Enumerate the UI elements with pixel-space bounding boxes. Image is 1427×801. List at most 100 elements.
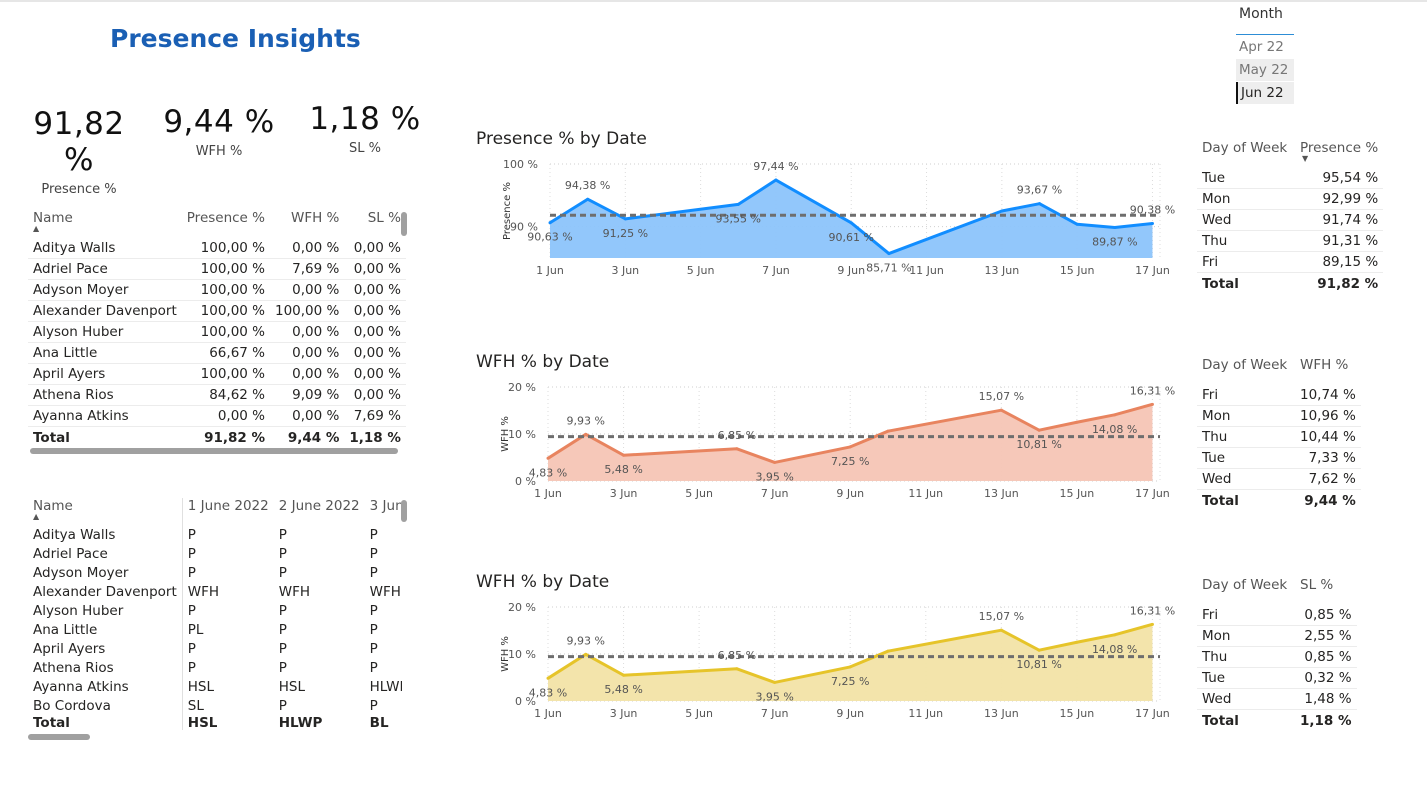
data-label: 4,83 % xyxy=(529,466,567,479)
column-header-wfh[interactable]: WFH % xyxy=(1300,357,1349,373)
table-row[interactable]: Alyson Huber P P P xyxy=(28,602,402,621)
table-row[interactable]: Ana Little PL P P xyxy=(28,621,402,640)
table-row[interactable]: Wed 1,48 % xyxy=(1197,688,1357,710)
table-row[interactable]: Thu 10,44 % xyxy=(1197,426,1361,448)
data-label: 14,08 % xyxy=(1092,643,1137,656)
data-point xyxy=(1075,640,1079,644)
presence-area-chart[interactable]: 90 % 100 % 1 Jun 3 Jun 5 Jun 7 Jun 9 Jun 11 Jun… xyxy=(470,150,1180,285)
column-header-day[interactable]: Day of Week xyxy=(1202,577,1288,593)
data-label: 94,38 % xyxy=(565,179,610,192)
column-header-sl[interactable]: SL % xyxy=(367,210,401,226)
data-label: 6,85 % xyxy=(718,649,756,662)
data-point xyxy=(1113,413,1117,417)
row-label-cell: Tue xyxy=(1197,667,1295,689)
row-value-cell: 10,44 % xyxy=(1295,426,1361,448)
table-row[interactable]: Ayanna Atkins HSL HSL HLWI xyxy=(28,678,402,697)
table-row[interactable]: April Ayers 100,00 % 0,00 % 0,00 % xyxy=(28,363,406,385)
row-value-cell: 7,33 % xyxy=(1295,447,1361,469)
table-row[interactable]: Alexander Davenport WFH WFH WFH xyxy=(28,583,402,602)
month-option-jun[interactable]: Jun 22 xyxy=(1236,82,1294,104)
table-row[interactable]: Mon 2,55 % xyxy=(1197,625,1357,647)
x-tick-label: 9 Jun xyxy=(837,264,865,277)
table-row[interactable]: Adyson Moyer 100,00 % 0,00 % 0,00 % xyxy=(28,279,406,301)
data-point xyxy=(1150,622,1154,626)
table-row[interactable]: Ayanna Atkins 0,00 % 0,00 % 7,69 % xyxy=(28,405,406,427)
data-point xyxy=(736,202,740,206)
table-row[interactable]: Fri 89,15 % xyxy=(1197,251,1384,273)
x-tick-label: 15 Jun xyxy=(1060,487,1095,500)
table-row[interactable]: Adyson Moyer P P P xyxy=(28,564,402,583)
table-row[interactable]: Fri 10,74 % xyxy=(1197,385,1361,406)
column-header-presence[interactable]: Presence % ▼ xyxy=(1300,140,1379,163)
table-row[interactable]: Mon 92,99 % xyxy=(1197,188,1384,210)
data-point xyxy=(1037,648,1041,652)
table-row[interactable]: Tue 0,32 % xyxy=(1197,667,1357,689)
table-row[interactable]: Ana Little 66,67 % 0,00 % 0,00 % xyxy=(28,342,406,364)
table-row[interactable]: Alexander Davenport 100,00 % 100,00 % 0,00 … xyxy=(28,300,406,322)
table-row[interactable]: Tue 7,33 % xyxy=(1197,447,1361,469)
data-label: 3,95 % xyxy=(755,470,793,483)
table-row[interactable]: Aditya Walls 100,00 % 0,00 % 0,00 % xyxy=(28,238,406,259)
table-row[interactable]: Alyson Huber 100,00 % 0,00 % 0,00 % xyxy=(28,321,406,343)
data-label: 90,61 % xyxy=(829,231,874,244)
table-row[interactable]: Aditya Walls P P P xyxy=(28,526,402,545)
column-header-day[interactable]: Day of Week xyxy=(1202,140,1288,156)
column-header-presence[interactable]: Presence % xyxy=(186,210,265,226)
x-tick-label: 11 Jun xyxy=(909,264,944,277)
column-header-3-june[interactable]: 3 Jun xyxy=(369,498,402,514)
wfh-area-chart-2[interactable]: 0 % 10 % 20 % 1 Jun 3 Jun 5 Jun 7 Jun 9 Jun 11 J… xyxy=(470,595,1180,725)
data-label: 4,83 % xyxy=(529,686,567,699)
table-row[interactable]: Adriel Pace 100,00 % 7,69 % 0,00 % xyxy=(28,258,406,280)
data-point xyxy=(999,628,1003,632)
name-table-horizontal-scrollbar[interactable] xyxy=(30,448,398,454)
row-value-cell: P xyxy=(278,603,287,619)
top-border xyxy=(0,0,1427,2)
row-value-cell: 0,00 % xyxy=(344,384,406,406)
table-row[interactable]: Athena Rios 84,62 % 9,09 % 0,00 % xyxy=(28,384,406,406)
month-option-apr[interactable]: Apr 22 xyxy=(1239,39,1284,55)
date-table-horizontal-scrollbar[interactable] xyxy=(28,734,90,740)
row-value-cell: P xyxy=(278,698,287,714)
date-table-vertical-scrollbar[interactable] xyxy=(401,500,407,522)
table-row[interactable]: Bo Cordova SL P P xyxy=(28,697,402,716)
table-row[interactable]: Tue 95,54 % xyxy=(1197,168,1384,189)
table-row[interactable]: Fri 0,85 % xyxy=(1197,605,1357,626)
x-tick-label: 5 Jun xyxy=(687,264,715,277)
month-slicer: Month Apr 22 May 22 Jun 22 xyxy=(1236,6,1294,104)
sort-ascending-icon: ▲ xyxy=(33,224,40,233)
row-value-cell: 7,69 % xyxy=(270,258,345,280)
table-row[interactable]: Wed 7,62 % xyxy=(1197,468,1361,490)
data-label: 15,07 % xyxy=(979,390,1024,403)
row-label-cell: Adyson Moyer xyxy=(28,279,182,301)
column-header-1-june[interactable]: 1 June 2022 xyxy=(181,498,274,526)
x-tick-label: 3 Jun xyxy=(610,487,638,500)
data-point xyxy=(735,667,739,671)
table-row[interactable]: Thu 0,85 % xyxy=(1197,646,1357,668)
column-header-name[interactable]: Name ▲ xyxy=(28,498,182,526)
x-tick-label: 15 Jun xyxy=(1060,264,1095,277)
table-row[interactable]: Thu 91,31 % xyxy=(1197,230,1384,252)
table-row[interactable]: April Ayers P P P xyxy=(28,640,402,659)
wfh-area-chart[interactable]: 0 % 10 % 20 % 1 Jun 3 Jun 5 Jun 7 Jun 9 Jun 11 J… xyxy=(470,375,1180,505)
y-tick-label: 0 % xyxy=(515,475,536,488)
row-value-cell: 0,00 % xyxy=(344,321,406,343)
series-line xyxy=(547,622,1153,684)
table-row[interactable]: Wed 91,74 % xyxy=(1197,209,1384,231)
row-label-cell: Athena Rios xyxy=(33,660,114,676)
chart-title-wfh: WFH % by Date xyxy=(476,352,610,372)
name-table-vertical-scrollbar[interactable] xyxy=(401,212,407,236)
column-header-wfh[interactable]: WFH % xyxy=(290,210,340,226)
column-header-name[interactable]: Name ▲ xyxy=(28,210,182,238)
column-header-2-june[interactable]: 2 June 2022 xyxy=(278,498,360,514)
column-header-sl[interactable]: SL % xyxy=(1300,577,1334,593)
table-row[interactable]: Mon 10,96 % xyxy=(1197,405,1361,427)
row-value-cell: SL xyxy=(181,697,274,716)
table-row[interactable]: Adriel Pace P P P xyxy=(28,545,402,564)
x-tick-label: 7 Jun xyxy=(761,707,789,720)
month-option-may[interactable]: May 22 xyxy=(1236,59,1294,81)
x-tick-label: 5 Jun xyxy=(685,707,713,720)
table-row[interactable]: Athena Rios P P P xyxy=(28,659,402,678)
column-header-day[interactable]: Day of Week xyxy=(1202,357,1288,373)
x-tick-label: 9 Jun xyxy=(836,487,864,500)
y-axis-label: Presence % xyxy=(502,182,513,240)
